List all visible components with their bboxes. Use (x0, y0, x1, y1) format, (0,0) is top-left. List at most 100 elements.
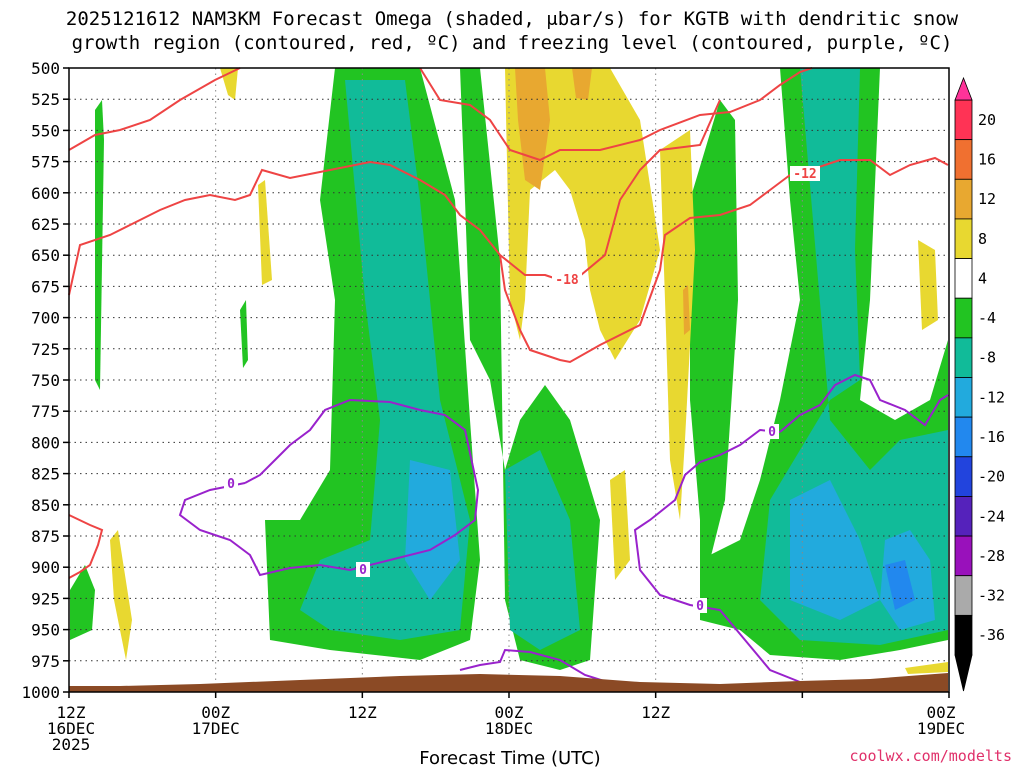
grid-lines (69, 68, 949, 692)
contour-label-bg (356, 562, 370, 577)
y-tick-label: 875 (31, 527, 60, 546)
colorbar-swatch (954, 337, 973, 378)
contour-label-zero-b: 0 (359, 563, 367, 578)
terrain-ground (69, 673, 948, 692)
colorbar-swatch (954, 377, 973, 418)
omega-region (505, 450, 580, 650)
contour-label-zero-d: 0 (696, 599, 704, 614)
contour-dendritic-inner (499, 174, 791, 364)
colorbar-label: -16 (978, 428, 1005, 446)
omega-region (790, 480, 880, 620)
credit-text: coolwx.com/modelts (849, 747, 1012, 765)
colorbar-label: -4 (978, 309, 996, 327)
colorbar-swatch (954, 178, 973, 220)
y-tick-label: 725 (31, 340, 60, 359)
x-tick-label: 12Z (641, 703, 670, 722)
x-tick-label: 12Z (57, 703, 86, 722)
colorbar-swatch (954, 99, 973, 141)
x-tick-label: 00Z (201, 703, 230, 722)
contour-label-zero-c: 0 (768, 425, 776, 440)
contour-label-bg (765, 424, 779, 439)
colorbar-swatch (954, 297, 973, 339)
omega-region (885, 560, 915, 610)
chart-title-line1: 2025121612 NAM3KM Forecast Omega (shaded… (66, 8, 959, 30)
y-tick-label: 700 (31, 309, 60, 328)
x-tick-label: 00Z (927, 703, 956, 722)
y-tick-label: 625 (31, 215, 60, 234)
y-tick-label: 675 (31, 277, 60, 296)
y-tick-label: 750 (31, 371, 60, 390)
x-tick-label: 19DEC (917, 719, 965, 738)
y-tick-label: 800 (31, 433, 60, 452)
colorbar-label: -12 (978, 388, 1005, 406)
contour-label-bg (693, 598, 707, 613)
contour-lines: -18 -12 0 0 0 0 (68, 67, 949, 687)
colorbar-swatch (954, 575, 973, 616)
y-tick-label: 650 (31, 246, 60, 265)
contour-freezing-bottom (459, 648, 621, 687)
contour-label-bg (224, 476, 238, 491)
omega-shading (70, 68, 948, 674)
contour-freezing-left (178, 398, 480, 577)
x-tick-label: 17DEC (192, 719, 240, 738)
colorbar-swatch (954, 258, 973, 299)
omega-region (240, 300, 248, 368)
colorbar-swatch (954, 456, 973, 497)
y-tick-label: 1000 (21, 683, 60, 702)
omega-region (905, 662, 948, 674)
chart-title-line2: growth region (contoured, red, ºC) and f… (72, 32, 953, 54)
plot-area: -18 -12 0 0 0 0 (68, 67, 950, 693)
colorbar-swatch (954, 535, 973, 577)
x-tick-label: 18DEC (485, 719, 533, 738)
colorbar-top-arrow (954, 76, 973, 101)
y-tick-label: 575 (31, 153, 60, 172)
omega-region (660, 130, 695, 520)
colorbar-bottom-arrow (954, 654, 973, 692)
omega-region (572, 68, 592, 100)
contour-label-minus18: -18 (555, 273, 579, 288)
contour-dendritic-upper (68, 67, 813, 162)
colorbar-label: 20 (978, 111, 996, 129)
colorbar-label: 8 (978, 230, 987, 248)
colorbar-swatch (954, 139, 973, 180)
y-axis: 500 525 550 575 600 625 650 675 700 725 750 775 800 8… (21, 59, 69, 702)
y-tick-label: 775 (31, 402, 60, 421)
x-axis-title: Forecast Time (UTC) (419, 748, 600, 768)
colorbar-label: 4 (978, 269, 987, 287)
x-tick-label: 00Z (495, 703, 524, 722)
omega-region (918, 240, 938, 330)
y-tick-label: 600 (31, 184, 60, 203)
omega-region (683, 285, 690, 335)
contour-label-bg (790, 166, 820, 181)
x-tick-label: 2025 (52, 735, 91, 754)
colorbar-swatch (954, 614, 973, 656)
colorbar-swatch (954, 496, 973, 537)
colorbar-label: -36 (978, 626, 1005, 644)
y-tick-label: 550 (31, 121, 60, 140)
colorbar-label: -24 (978, 507, 1005, 525)
omega-region (258, 180, 272, 285)
colorbar-label: -32 (978, 587, 1005, 605)
colorbar-label: -8 (978, 349, 996, 367)
omega-region (110, 530, 132, 660)
colorbar-label: -28 (978, 547, 1005, 565)
colorbar-label: 16 (978, 150, 996, 168)
y-tick-label: 850 (31, 496, 60, 515)
y-tick-label: 975 (31, 652, 60, 671)
colorbar-swatch (954, 218, 973, 259)
y-tick-label: 925 (31, 589, 60, 608)
colorbar-label: -20 (978, 468, 1005, 486)
x-tick-label: 16DEC (47, 719, 95, 738)
y-tick-label: 900 (31, 558, 60, 577)
x-tick-label: 12Z (348, 703, 377, 722)
contour-label-minus12: -12 (793, 167, 816, 182)
omega-region (690, 100, 738, 600)
y-tick-label: 525 (31, 90, 60, 109)
contour-freezing-right (633, 373, 949, 683)
colorbar-swatch (954, 416, 973, 458)
colorbar-label: 12 (978, 190, 996, 208)
contour-label-bg (552, 272, 582, 287)
omega-region (70, 565, 95, 640)
y-tick-label: 500 (31, 59, 60, 78)
